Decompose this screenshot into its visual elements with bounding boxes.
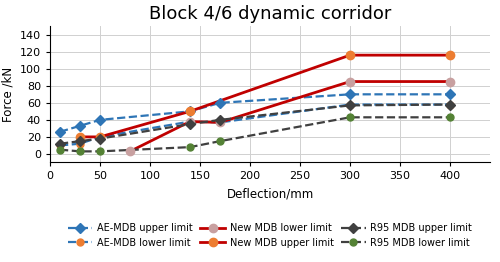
Y-axis label: Force /kN: Force /kN bbox=[2, 67, 15, 122]
Title: Block 4/6 dynamic corridor: Block 4/6 dynamic corridor bbox=[149, 5, 391, 23]
X-axis label: Deflection/mm: Deflection/mm bbox=[226, 187, 314, 200]
Legend: AE-MDB upper limit, AE-MDB lower limit, New MDB lower limit, New MDB upper limit: AE-MDB upper limit, AE-MDB lower limit, … bbox=[64, 219, 476, 252]
